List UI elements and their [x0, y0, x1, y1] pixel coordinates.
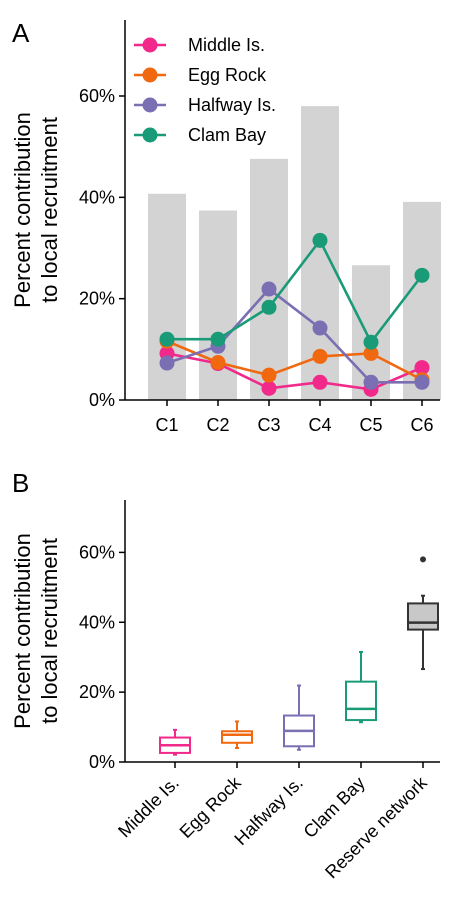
- bar-c3: [250, 158, 288, 400]
- point-egg-rock-c5: [363, 345, 379, 361]
- y-axis-label: to local recruitment: [37, 538, 62, 724]
- x-tick-label: C2: [206, 415, 229, 435]
- box-reserve-network: [407, 602, 439, 631]
- x-tick-label: C1: [155, 415, 178, 435]
- point-middle-is-c6: [414, 360, 430, 376]
- y-tick-label: 20%: [79, 289, 115, 309]
- y-tick-label: 0%: [89, 752, 115, 772]
- point-clam-bay-c4: [312, 232, 328, 248]
- legend-label-egg-rock: Egg Rock: [188, 65, 267, 85]
- point-clam-bay-c5: [363, 334, 379, 350]
- point-egg-rock-c4: [312, 348, 328, 364]
- x-tick-label-middle-is: Middle Is.: [114, 773, 183, 842]
- point-clam-bay-c6: [414, 267, 430, 283]
- panel-a-chart: Percent contribution to local recruitment…: [10, 20, 441, 435]
- y-tick-label: 60%: [79, 86, 115, 106]
- x-tick-label: C4: [308, 415, 331, 435]
- y-tick-label: 40%: [79, 612, 115, 632]
- box-clam-bay: [345, 680, 377, 722]
- legend-label-middle-is: Middle Is.: [188, 35, 265, 55]
- panel-b-letter: B: [12, 468, 29, 498]
- y-tick-label: 0%: [89, 390, 115, 410]
- legend-label-clam-bay: Clam Bay: [188, 125, 266, 145]
- y-tick-label: 40%: [79, 187, 115, 207]
- point-halfway-is-c5: [363, 374, 379, 390]
- series-line-clam-bay: [167, 237, 424, 345]
- point-halfway-is-c4: [312, 320, 328, 336]
- y-tick-label: 20%: [79, 682, 115, 702]
- legend-label-halfway-is: Halfway Is.: [188, 95, 276, 115]
- legend-marker-halfway-is: [142, 97, 158, 113]
- point-egg-rock-c2: [210, 355, 226, 371]
- point-clam-bay-c3: [261, 299, 277, 315]
- box-egg-rock: [221, 730, 253, 744]
- legend-marker-middle-is: [142, 37, 158, 53]
- y-axis-label: Percent contribution: [10, 112, 35, 308]
- point-clam-bay-c2: [210, 331, 226, 347]
- point-middle-is-c4: [312, 374, 328, 390]
- y-axis-label: to local recruitment: [37, 117, 62, 303]
- series-line-middle-is: [166, 352, 423, 391]
- point-halfway-is-c3: [261, 281, 277, 297]
- bar-c2: [199, 210, 237, 400]
- point-halfway-is-c1: [159, 355, 175, 371]
- y-axis-label: Percent contribution: [10, 533, 35, 729]
- panel-a-letter: A: [12, 18, 30, 48]
- x-tick-label: C6: [410, 415, 433, 435]
- point-middle-is-c3: [261, 380, 277, 396]
- x-tick-label: C5: [359, 415, 382, 435]
- x-tick-label: C3: [257, 415, 280, 435]
- series-line-egg-rock: [166, 340, 423, 381]
- point-halfway-is-c6: [414, 374, 430, 390]
- y-tick-label: 60%: [79, 542, 115, 562]
- point-clam-bay-c1: [159, 331, 175, 347]
- legend-marker-clam-bay: [142, 127, 158, 143]
- series-line-halfway-is: [166, 287, 422, 384]
- point-egg-rock-c3: [261, 367, 277, 383]
- legend-marker-egg-rock: [142, 67, 158, 83]
- flier-reserve-network: [420, 556, 426, 563]
- panel-b-chart: Percent contribution to local recruitment…: [10, 500, 440, 882]
